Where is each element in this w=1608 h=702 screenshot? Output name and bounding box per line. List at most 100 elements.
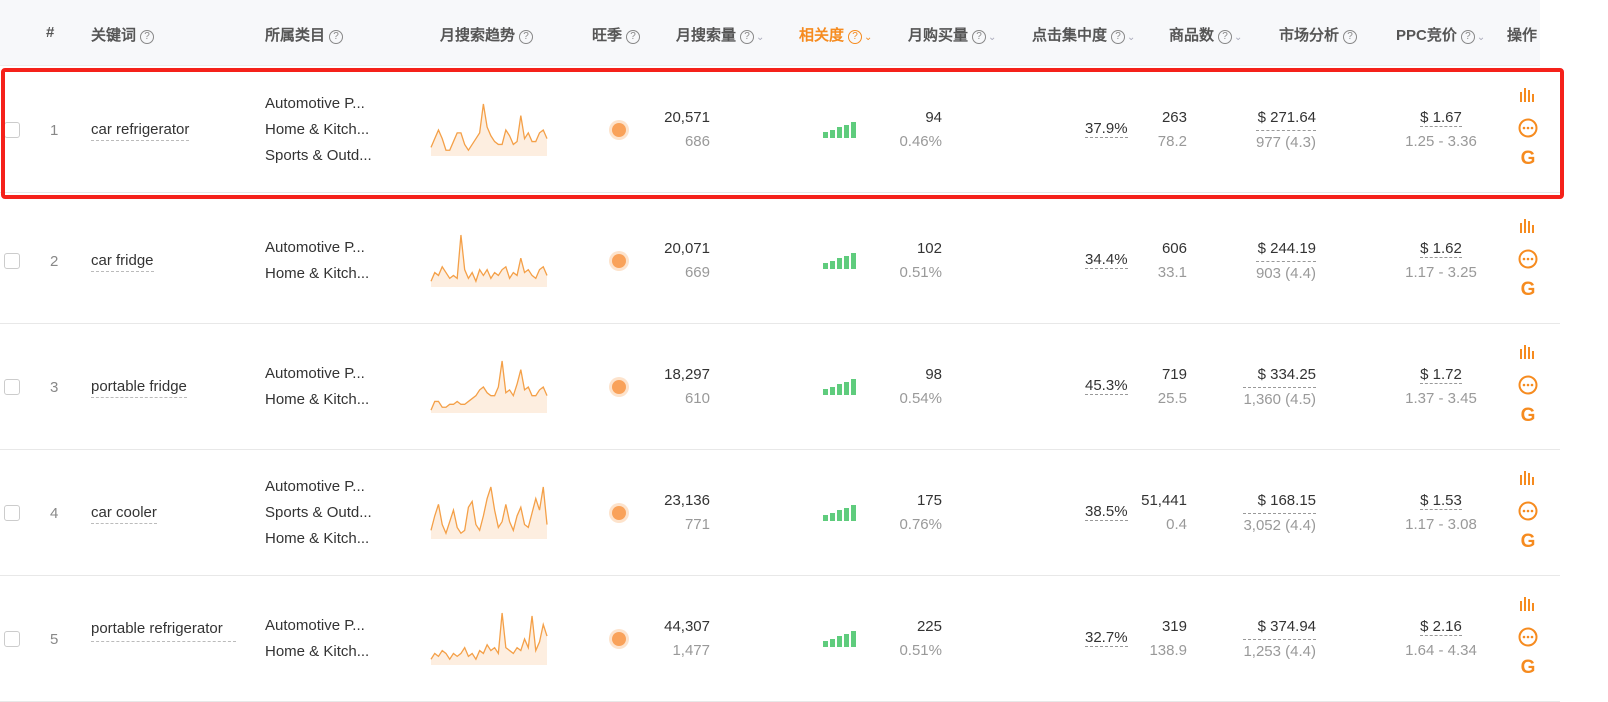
trend-area [431,487,547,539]
column-header-products[interactable]: 商品数? ⌄ [1169,24,1242,45]
monthly-purchases: 175 0.76% [899,489,942,537]
search-trend-sparkline[interactable] [430,231,548,291]
ppc-price[interactable]: $ 1.62 [1420,240,1462,258]
more-options-icon[interactable] [1518,118,1538,142]
more-options-icon[interactable] [1518,249,1538,273]
sort-chevron-icon[interactable]: ⌄ [1234,32,1243,43]
relevance-bar [851,505,856,521]
bar-chart-icon[interactable] [1518,86,1538,107]
column-label: 市场分析 [1279,27,1340,44]
ppc-price[interactable]: $ 2.16 [1420,618,1462,636]
sort-chevron-icon[interactable]: ⌄ [1127,32,1136,43]
help-icon[interactable]: ? [848,30,863,44]
column-header-relevance[interactable]: 相关度? ⌄ [799,24,872,45]
column-header-ppc[interactable]: PPC竞价? ⌄ [1396,24,1485,45]
column-header-click[interactable]: 点击集中度? ⌄ [1032,24,1135,45]
purchase-rate: 0.51% [899,264,942,281]
click-concentration[interactable]: 45.3% [1085,377,1128,395]
sort-chevron-icon[interactable]: ⌄ [988,32,997,43]
category-list: Automotive P... Home & Kitch... [265,235,369,287]
monthly-search-volume: 23,136 771 [664,489,710,537]
purchase-rate: 0.51% [899,642,942,659]
google-search-icon[interactable]: G [1520,405,1536,426]
ppc-range: 1.17 - 3.25 [1405,264,1477,281]
google-search-icon[interactable]: G [1520,657,1536,678]
column-header-purchase[interactable]: 月购买量? ⌄ [908,24,996,45]
help-icon[interactable]: ? [1460,30,1475,44]
more-options-icon[interactable] [1518,501,1538,525]
help-icon[interactable]: ? [140,30,155,44]
ppc-price[interactable]: $ 1.53 [1420,492,1462,510]
row-checkbox[interactable] [4,631,20,647]
google-search-icon[interactable]: G [1520,531,1536,552]
google-search-icon[interactable]: G [1520,279,1536,300]
ppc-price[interactable]: $ 1.72 [1420,366,1462,384]
search-volume-value: 18,297 [664,366,710,383]
sort-chevron-icon[interactable]: ⌄ [1476,32,1486,43]
bar-chart-icon[interactable] [1518,469,1538,490]
help-icon[interactable]: ? [1343,30,1358,44]
peak-season-dot [612,123,626,137]
row-checkbox[interactable] [4,122,20,138]
keyword-link[interactable]: portable fridge [91,377,187,398]
keyword-link[interactable]: car refrigerator [91,120,190,141]
column-label: PPC竞价 [1396,27,1457,44]
category-label: Sports & Outd... [265,147,372,164]
product-count-value: 263 [1161,109,1187,126]
more-options-icon[interactable] [1518,375,1538,399]
click-concentration[interactable]: 38.5% [1085,503,1128,521]
help-icon[interactable]: ? [1218,30,1233,44]
category-label: Automotive P... [265,478,365,495]
market-analysis: $ 168.15 3,052 (4.4) [1243,489,1316,538]
column-header-search[interactable]: 月搜索量? ⌄ [676,24,764,45]
relevance-bar [830,129,835,138]
relevance-bar [851,253,856,269]
bar-chart-icon[interactable] [1518,595,1538,616]
relevance-bar [830,386,835,395]
help-icon[interactable]: ? [972,30,987,44]
click-concentration[interactable]: 37.9% [1085,120,1128,138]
search-volume-sub: 1,477 [672,642,710,659]
row-index: 1 [50,122,59,139]
click-concentration[interactable]: 32.7% [1085,629,1128,647]
keyword-link[interactable]: car cooler [91,503,157,524]
search-trend-sparkline[interactable] [430,357,548,417]
search-trend-sparkline[interactable] [430,609,548,669]
market-price[interactable]: $ 334.25 [1243,363,1316,388]
sort-chevron-icon[interactable]: ⌄ [864,32,873,43]
relevance-bar [851,379,856,395]
help-icon[interactable]: ? [740,30,755,44]
help-icon[interactable]: ? [1111,30,1126,44]
peak-season-dot [612,254,626,268]
help-icon[interactable]: ? [519,30,534,44]
keyword-link[interactable]: portable refrigerator [91,617,236,642]
row-checkbox[interactable] [4,253,20,269]
column-label: 月购买量 [908,27,969,44]
market-price[interactable]: $ 374.94 [1243,615,1316,640]
click-concentration[interactable]: 34.4% [1085,251,1128,269]
market-price[interactable]: $ 168.15 [1243,489,1316,514]
column-label: 关键词 [91,27,137,44]
purchase-value: 94 [925,109,942,126]
category-label: Home & Kitch... [265,121,370,138]
monthly-purchases: 102 0.51% [899,237,942,285]
market-price[interactable]: $ 271.64 [1255,106,1316,131]
row-checkbox[interactable] [4,379,20,395]
sort-chevron-icon[interactable]: ⌄ [756,32,765,43]
bar-chart-icon[interactable] [1518,343,1538,364]
help-icon[interactable]: ? [626,30,641,44]
purchase-value: 102 [916,240,942,257]
market-price[interactable]: $ 244.19 [1255,237,1316,262]
ppc-price[interactable]: $ 1.67 [1420,109,1462,127]
keyword-link[interactable]: car fridge [91,251,154,272]
google-search-icon[interactable]: G [1520,148,1536,169]
category-list: Automotive P... Home & Kitch... [265,361,369,413]
bar-chart-icon[interactable] [1518,217,1538,238]
more-options-icon[interactable] [1518,627,1538,651]
column-header-ops: 操作 [1507,24,1537,45]
row-checkbox[interactable] [4,505,20,521]
market-analysis: $ 271.64 977 (4.3) [1255,106,1316,155]
search-trend-sparkline[interactable] [430,483,548,543]
search-trend-sparkline[interactable] [430,100,548,160]
help-icon[interactable]: ? [329,30,344,44]
